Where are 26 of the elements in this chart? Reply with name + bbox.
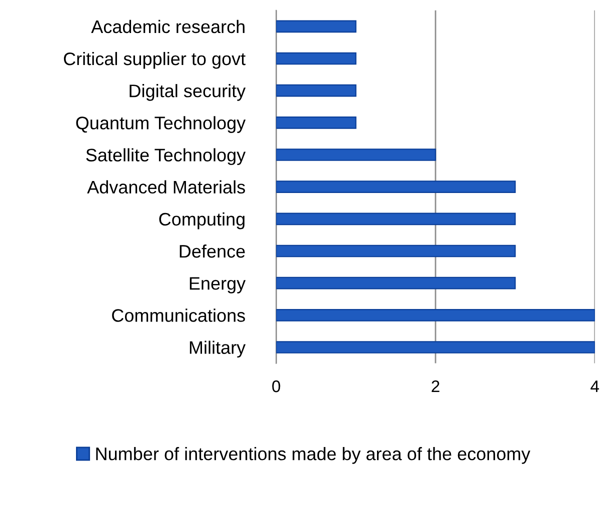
bar [276,116,356,129]
y-tick-label: Military [190,340,246,358]
y-tick-label: Digital security [130,84,246,101]
y-tick-label: Computing [159,212,244,230]
x-tick-label: 2 [432,380,440,392]
x-tick-label: 0 [272,380,280,392]
y-tick-label: Academic research [91,20,244,34]
legend-label: Number of interventions made by area of the economy [96,447,530,464]
bar [276,309,595,322]
y-tick-label: Communications [112,308,245,322]
bar [276,341,595,354]
y-tick-label: Defence [180,244,245,258]
y-tick-label: Satellite Technology [86,148,246,166]
y-tick-label: Critical supplier to govt [64,52,246,69]
bar [276,180,516,194]
y-tick-label: Quantum Technology [76,116,246,133]
x-tick-label: 4 [590,380,600,392]
bar [276,212,516,226]
bar [276,148,436,161]
bar [276,20,356,33]
bar [276,52,356,65]
y-tick-label: Advanced Materials [87,180,245,194]
bar [276,276,516,290]
bar [276,84,356,97]
y-tick-label: Energy [190,277,246,294]
bar [276,244,516,258]
